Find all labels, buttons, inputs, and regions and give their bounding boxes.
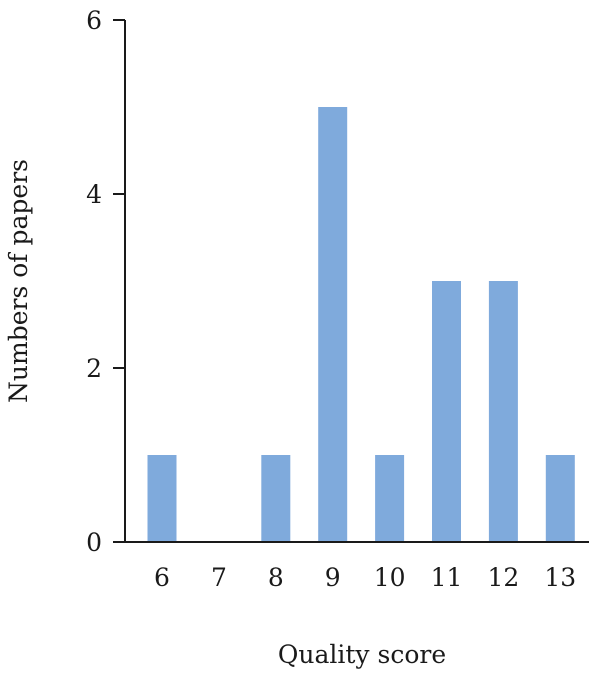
y-axis-title: Numbers of papers [4,159,33,403]
bar-6 [147,455,177,542]
x-tick-label: 13 [544,563,576,592]
bar-13 [545,455,575,542]
bar-11 [432,281,461,542]
x-tick-label: 12 [487,563,519,592]
x-tick-label: 11 [431,563,463,592]
y-tick-label: 6 [86,6,102,35]
x-tick-label: 8 [268,563,284,592]
x-tick-label: 10 [374,563,406,592]
y-axis-ticks: 0 2 4 6 [86,6,125,557]
x-tick-label: 6 [154,563,170,592]
x-tick-label: 9 [325,563,341,592]
bar-8 [261,455,291,542]
x-tick-label: 7 [211,563,227,592]
bar-10 [375,455,405,542]
x-axis-ticks: 6 7 8 9 10 11 12 13 [154,563,576,592]
bar-12 [488,281,518,542]
bars-group [147,107,575,542]
bar-9 [318,107,348,542]
y-tick-label: 0 [86,528,102,557]
y-tick-label: 4 [86,180,102,209]
y-tick-label: 2 [86,354,102,383]
x-axis-title: Quality score [278,640,446,669]
